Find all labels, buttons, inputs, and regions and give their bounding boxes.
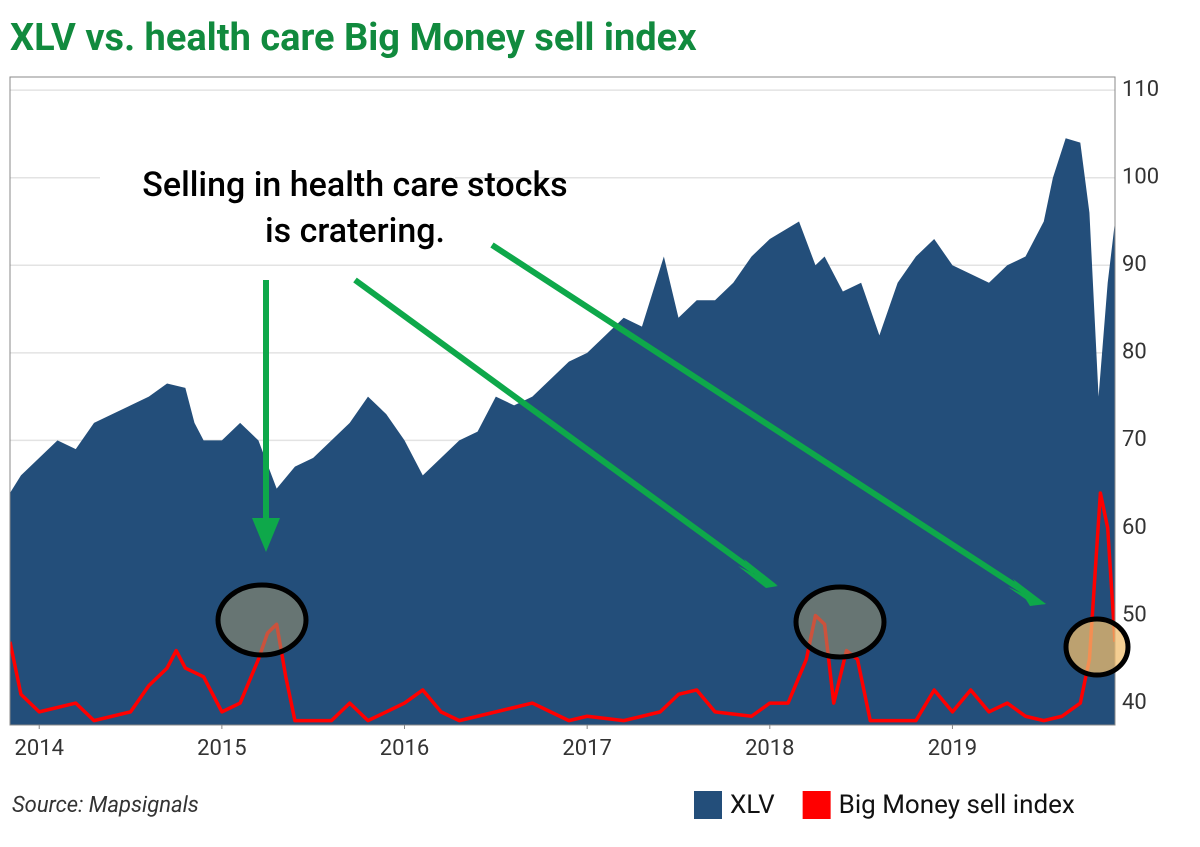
circles [215, 582, 1131, 678]
y-tick-label: 80 [1122, 340, 1147, 365]
legend-label: Big Money sell index [839, 790, 1075, 820]
highlight-circle [215, 582, 309, 658]
arrows [252, 242, 1046, 606]
legend-swatch [802, 791, 831, 819]
plot-border [9, 76, 1116, 726]
y-tick-label: 70 [1122, 427, 1147, 452]
x-tick-label: 2017 [562, 736, 611, 761]
arrow-head [744, 559, 777, 585]
arrow-head [1008, 587, 1046, 605]
source: Source: Mapsignals [12, 793, 199, 818]
annotation-text: Selling in health care stocks [142, 165, 567, 205]
y-tick-label: 110 [1122, 77, 1159, 102]
annotation-bg [100, 160, 455, 260]
arrow-head [1013, 579, 1046, 606]
highlight-circle [1063, 616, 1131, 678]
x-tick-label: 2015 [197, 736, 246, 761]
x-tick-label: 2014 [14, 736, 63, 761]
arrow-head [738, 566, 778, 588]
y-tick-label: 60 [1122, 515, 1147, 540]
annotation-text: is cratering. [265, 211, 445, 251]
sell-index-line [10, 491, 1115, 723]
y-tick-label: 40 [1122, 690, 1147, 715]
chart-title: XLV vs. health care Big Money sell index [10, 16, 697, 60]
y-tick-label: 90 [1122, 252, 1147, 277]
arrow [490, 242, 1027, 595]
x-tick-label: 2016 [380, 736, 429, 761]
arrow-head [252, 518, 280, 552]
x-tick-label: 2018 [745, 736, 794, 761]
y-tick-label: 50 [1122, 602, 1147, 627]
y-tick-label: 100 [1122, 165, 1159, 190]
legend-label: XLV [730, 790, 775, 820]
legend-swatch [694, 791, 722, 819]
arrow [353, 277, 757, 575]
x-tick-label: 2019 [928, 736, 977, 761]
legend: XLV Big Money sell index [694, 790, 1075, 820]
annotations: Selling in health care stocks is crateri… [100, 160, 1131, 678]
highlight-circle [793, 584, 887, 660]
